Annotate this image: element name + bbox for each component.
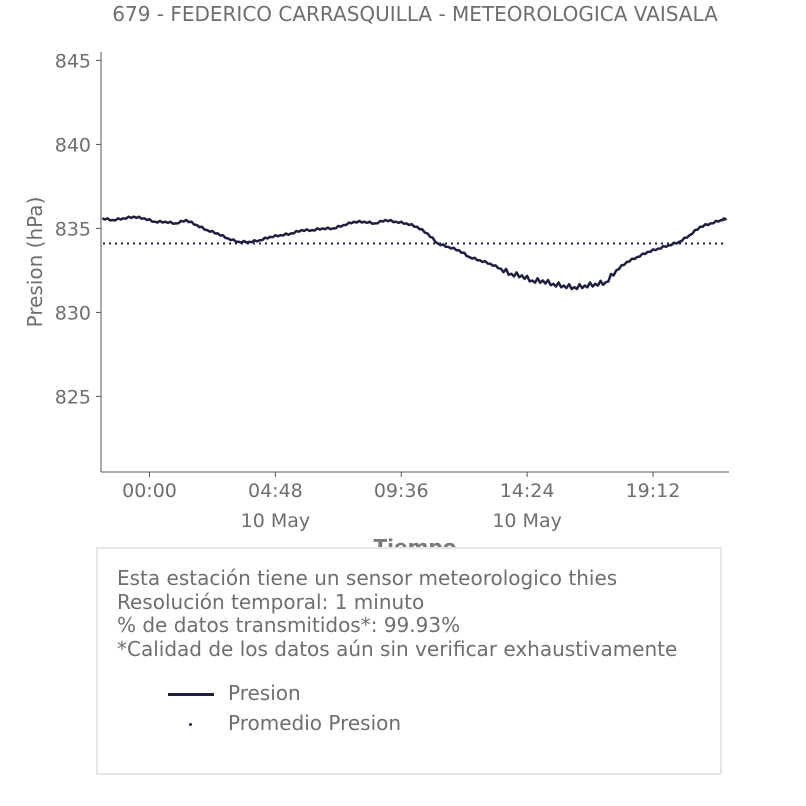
x-tick-date-label: 10 May [492, 510, 562, 532]
info-box: Esta estación tiene un sensor meteorolog… [96, 547, 722, 775]
legend-label: Presion [228, 681, 301, 705]
y-tick-label: 835 [55, 218, 91, 240]
info-line-resolution: Resolución temporal: 1 minuto [117, 589, 425, 614]
legend-dot-swatch [189, 723, 192, 726]
y-axis-label: Presion (hPa) [23, 197, 47, 328]
legend-label: Promedio Presion [228, 711, 402, 735]
info-line-transmitted: % de datos transmitidos*: 99.93% [117, 613, 461, 637]
y-tick-label: 840 [55, 134, 91, 156]
x-tick-label: 14:24 [500, 480, 555, 502]
x-tick-label: 19:12 [626, 480, 681, 502]
x-tick-label: 00:00 [122, 480, 177, 502]
y-tick-label: 830 [55, 302, 91, 324]
info-line-sensor: Esta estación tiene un sensor meteorolog… [117, 566, 618, 590]
plot-area: 845 840 835 830 825 00:00 04:48 10 May 09:36 14:2… [55, 50, 729, 532]
series-line-presion [101, 215, 728, 291]
x-tick-label: 09:36 [374, 480, 429, 502]
info-text: Esta estación tiene un sensor meteorolog… [117, 566, 678, 661]
y-tick-label: 825 [55, 386, 91, 408]
x-tick-label: 04:48 [248, 480, 303, 502]
x-tick-date-label: 10 May [241, 510, 311, 532]
info-line-quality-note: *Calidad de los datos aún sin verificar … [117, 636, 678, 661]
chart-title: 679 - FEDERICO CARRASQUILLA - METEOROLOG… [112, 2, 718, 26]
legend-line-swatch [168, 693, 214, 696]
y-tick-label: 845 [55, 50, 91, 72]
